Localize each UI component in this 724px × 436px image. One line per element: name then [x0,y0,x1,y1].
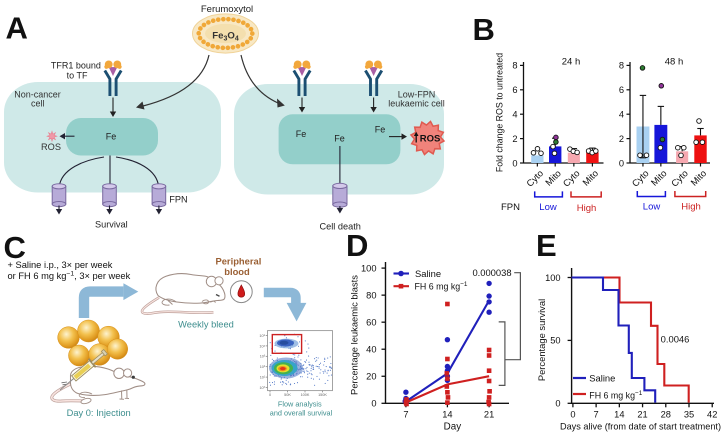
svg-text:0.000038: 0.000038 [472,267,511,278]
svg-text:100: 100 [545,273,561,283]
svg-text:10⁴: 10⁴ [259,344,265,348]
svg-text:0: 0 [570,409,575,419]
svg-text:Saline: Saline [415,268,441,279]
svg-text:Fold change ROS to untreated: Fold change ROS to untreated [495,53,505,172]
svg-text:Low: Low [643,202,661,213]
svg-text:Flow analysis: Flow analysis [278,400,322,409]
svg-text:to TF: to TF [67,70,88,80]
svg-text:or FH 6 mg kg−1, 3× per week: or FH 6 mg kg−1, 3× per week [8,270,131,281]
svg-text:14: 14 [614,409,624,419]
svg-text:B: B [473,12,495,47]
svg-text:FH 6 mg kg−1: FH 6 mg kg−1 [415,280,468,291]
svg-text:Day: Day [444,422,462,433]
svg-text:TFR1 bound: TFR1 bound [51,61,101,71]
svg-text:Fe3O4: Fe3O4 [212,31,239,43]
svg-text:Non-cancer: Non-cancer [14,89,61,99]
svg-text:Percentage survival: Percentage survival [536,299,547,381]
svg-text:C: C [4,230,26,265]
svg-text:Fe: Fe [334,134,345,144]
svg-text:2: 2 [512,134,517,144]
svg-text:10⁵: 10⁵ [259,334,265,338]
svg-text:6: 6 [512,85,517,95]
svg-text:+ Saline i.p., 3× per week: + Saline i.p., 3× per week [8,260,113,270]
svg-text:10²: 10² [260,365,266,369]
svg-text:FH 6 mg kg−1: FH 6 mg kg−1 [589,389,642,400]
svg-text:0: 0 [555,399,560,409]
svg-text:High: High [577,203,597,214]
svg-text:Percentage leukaemic blasts: Percentage leukaemic blasts [349,275,360,395]
svg-text:0: 0 [371,399,376,409]
svg-text:ROS: ROS [41,142,61,152]
svg-text:80: 80 [366,290,376,300]
svg-text:7: 7 [594,409,599,419]
svg-text:24 h: 24 h [562,57,581,68]
svg-text:Fe: Fe [106,132,117,142]
svg-text:150K: 150K [318,393,327,397]
svg-text:48 h: 48 h [665,57,684,68]
svg-text:7: 7 [403,409,408,419]
svg-text:Survival: Survival [95,219,128,229]
svg-text:Saline: Saline [589,372,615,383]
svg-text:Ferumoxytol: Ferumoxytol [201,4,253,15]
svg-text:0: 0 [512,158,517,168]
svg-text:0: 0 [269,393,271,397]
svg-text:42: 42 [707,409,717,419]
svg-text:D: D [346,228,368,263]
svg-text:blood: blood [224,266,250,277]
svg-text:Fe: Fe [375,125,386,135]
svg-text:E: E [536,228,557,263]
svg-text:60: 60 [366,317,376,327]
svg-text:FPN: FPN [501,202,520,213]
svg-text:4: 4 [619,110,624,120]
svg-text:High: High [681,202,701,213]
svg-text:6: 6 [619,85,624,95]
svg-text:0: 0 [619,158,624,168]
svg-text:FPN: FPN [169,195,187,205]
svg-text:Fe: Fe [296,129,307,139]
svg-text:100K: 100K [301,393,310,397]
svg-text:50K: 50K [284,393,291,397]
svg-text:Day 0: Injection: Day 0: Injection [67,408,131,418]
svg-text:20: 20 [366,372,376,382]
svg-text:leukaemic cell: leukaemic cell [388,98,445,108]
svg-text:4: 4 [512,110,517,120]
svg-text:35: 35 [684,409,694,419]
svg-text:10⁰: 10⁰ [259,386,265,390]
svg-text:A: A [6,11,28,46]
svg-text:Peripheral: Peripheral [215,256,261,267]
svg-text:8: 8 [619,61,624,71]
svg-text:21: 21 [637,409,647,419]
svg-text:Weekly bleed: Weekly bleed [178,320,234,330]
svg-text:Days alive (from date of start: Days alive (from date of start treatment… [560,422,721,433]
svg-text:cell: cell [31,98,45,108]
svg-text:Low: Low [539,202,557,213]
svg-text:ROS: ROS [420,134,441,145]
svg-text:28: 28 [661,409,671,419]
svg-text:100: 100 [361,263,377,273]
svg-text:50: 50 [550,336,560,346]
svg-text:2: 2 [619,134,624,144]
svg-text:8: 8 [512,61,517,71]
svg-text:10¹: 10¹ [260,376,266,380]
svg-text:0.0046: 0.0046 [661,334,690,345]
svg-text:Cell death: Cell death [320,221,361,231]
svg-text:40: 40 [366,345,376,355]
svg-text:Low-FPN: Low-FPN [398,89,436,99]
svg-text:and overall survival: and overall survival [270,408,333,417]
svg-text:14: 14 [442,409,452,419]
svg-text:10³: 10³ [260,355,266,359]
svg-text:21: 21 [484,409,494,419]
